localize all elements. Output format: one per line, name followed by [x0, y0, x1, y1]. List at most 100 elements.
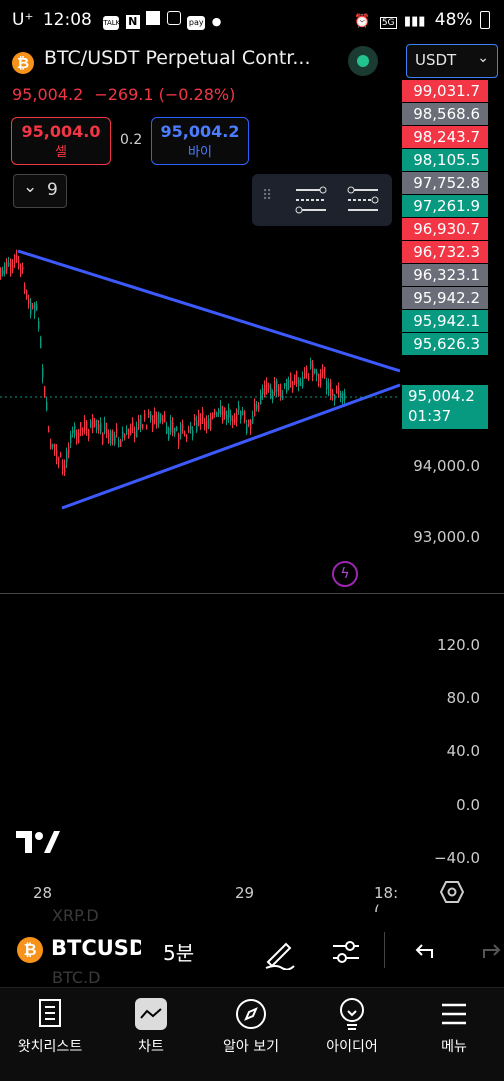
nav-label: 왓치리스트 [17, 1039, 83, 1055]
last-price: 95,004.2 [12, 85, 84, 104]
candle-body [184, 431, 186, 435]
candle-body [26, 290, 28, 299]
candle-body [102, 432, 104, 444]
candle-body [228, 407, 230, 418]
buy-button[interactable]: 95,004.2 바이 [151, 117, 249, 165]
nav-chart[interactable]: 차트 [101, 996, 201, 1056]
nav-explore[interactable]: 알아 보기 [201, 996, 301, 1056]
watchlist-icon [0, 996, 100, 1032]
chart-settings-icon[interactable] [439, 880, 465, 904]
sell-button[interactable]: 95,004.0 셀 [11, 117, 111, 165]
trendline-upper[interactable] [17, 249, 400, 373]
nav-menu[interactable]: 메뉴 [404, 996, 504, 1056]
candle-body [196, 420, 198, 432]
candle-body [302, 376, 304, 387]
candle-body [18, 259, 20, 268]
market-status-icon[interactable] [348, 46, 378, 76]
candle-body [94, 420, 96, 428]
candle-body [278, 386, 280, 396]
undo-icon[interactable] [412, 938, 438, 964]
candle-body [4, 262, 6, 274]
candle-body [254, 403, 256, 417]
candle-body [106, 428, 108, 435]
status-right: ⏰ 5G ▮▮▮ 48% [354, 10, 490, 30]
price-label: 98,105.5 [402, 149, 488, 171]
candle-body [310, 360, 312, 369]
candle-body [22, 266, 24, 271]
candle-body [132, 421, 134, 428]
tradingview-logo[interactable] [16, 831, 60, 855]
current-price-tag: 95,004.2 01:37 [402, 385, 488, 429]
symbol-search-button[interactable]: BTCUSD [51, 936, 141, 960]
candle-body [248, 420, 250, 425]
nav-watchlist[interactable]: 왓치리스트 [0, 996, 100, 1056]
candle-body [304, 372, 306, 378]
candle-body [92, 417, 94, 428]
candle-body [100, 422, 102, 433]
candle-body [126, 428, 128, 435]
fib-retracement-icon[interactable] [294, 184, 328, 216]
candle-body [190, 426, 192, 430]
trendline-lower[interactable] [61, 383, 400, 510]
nav-ideas[interactable]: 아이디어 [302, 996, 402, 1056]
candle-body [42, 368, 44, 379]
candle-body [246, 424, 248, 433]
spread-value: 0.2 [120, 132, 143, 148]
candle-body [110, 431, 112, 444]
candle-body [258, 404, 260, 410]
candle-body [300, 381, 302, 386]
price-label: 96,930.7 [402, 218, 488, 240]
candle-body [78, 433, 80, 443]
candle-body [108, 433, 110, 444]
chart-icon [101, 996, 201, 1032]
indicators-settings-icon[interactable] [331, 936, 361, 966]
candle-body [274, 381, 276, 393]
pencil-draw-icon[interactable] [262, 936, 296, 970]
battery-level: 48% [434, 10, 473, 30]
n-icon: N [125, 15, 140, 29]
pane-separator[interactable] [0, 593, 504, 594]
candle-body [216, 412, 218, 417]
candle-body [140, 415, 142, 429]
oscillator-axis-label: −40.0 [434, 849, 480, 867]
redo-icon[interactable] [478, 938, 504, 964]
candle-body [320, 373, 322, 385]
candle-body [156, 414, 158, 427]
candle-body [288, 379, 290, 389]
time-label: 18:( [374, 884, 399, 920]
candle-body [76, 431, 78, 442]
oscillator-axis-label: 0.0 [456, 796, 480, 814]
candle-body [230, 414, 232, 422]
candle-body [188, 428, 190, 433]
candle-body [124, 434, 126, 438]
sell-label: 셀 [55, 145, 67, 160]
candle-body [58, 457, 60, 463]
symbol-title[interactable]: BTC/USDT Perpetual Contr... [44, 47, 311, 69]
currency-select[interactable]: USDT ⌄ [406, 44, 498, 78]
candle-body [198, 414, 200, 425]
candle-body [64, 464, 66, 473]
candle-body [322, 369, 324, 375]
drag-handle-icon[interactable]: ⠿ [262, 188, 275, 204]
candle-body [204, 422, 206, 428]
price-chart[interactable] [0, 228, 400, 608]
candle-body [48, 428, 50, 433]
buy-label: 바이 [188, 145, 212, 160]
indicators-toggle[interactable]: ⌄ 9 [13, 174, 67, 208]
fib-extension-icon[interactable] [346, 184, 380, 216]
candle-body [286, 379, 288, 392]
nav-label: 차트 [138, 1039, 164, 1055]
candle-body [166, 426, 168, 434]
drawing-tools-panel: ⠿ [252, 174, 392, 226]
candle-body [192, 430, 194, 437]
candle-body [180, 424, 182, 435]
interval-button[interactable]: 5분 [163, 941, 195, 965]
candle-body [84, 420, 86, 431]
alert-lightning-icon[interactable]: ϟ [332, 561, 358, 587]
candle-body [240, 410, 242, 420]
price-label: 97,261.9 [402, 195, 488, 217]
candle-body [212, 413, 214, 419]
candle-body [174, 428, 176, 435]
smile-icon [166, 11, 181, 25]
candle-body [172, 421, 174, 433]
